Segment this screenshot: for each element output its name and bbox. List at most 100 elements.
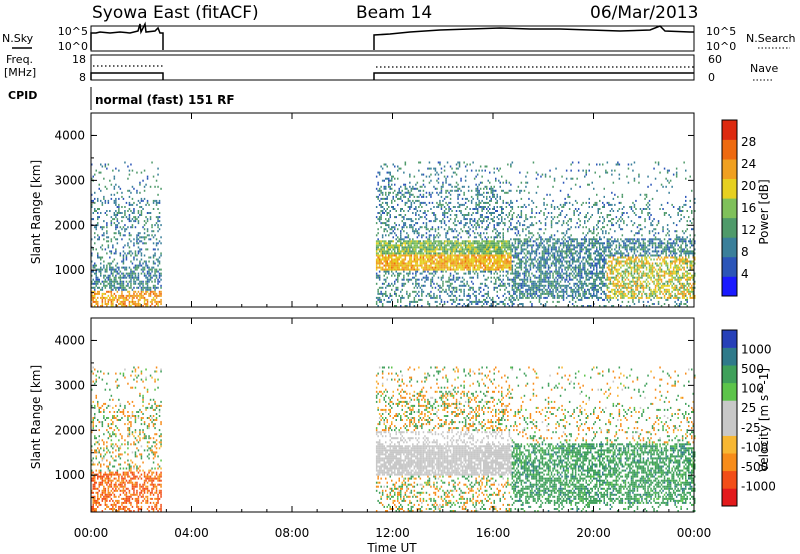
heatmap-cell	[436, 244, 438, 247]
heatmap-cell	[469, 262, 471, 265]
heatmap-cell	[91, 163, 93, 166]
heatmap-cell	[593, 294, 595, 297]
heatmap-cell	[410, 246, 413, 249]
heatmap-cell	[489, 171, 491, 174]
heatmap-cell	[154, 288, 156, 291]
heatmap-cell	[425, 191, 428, 194]
heatmap-cell	[436, 258, 438, 261]
heatmap-cell	[448, 260, 450, 263]
heatmap-cell	[137, 272, 140, 275]
heatmap-cell	[580, 272, 583, 275]
heatmap-cell	[103, 177, 105, 180]
heatmap-cell	[448, 286, 450, 289]
heatmap-cell	[531, 258, 533, 261]
heatmap-cell	[473, 290, 476, 293]
heatmap-cell	[149, 274, 152, 277]
heatmap-cell	[489, 203, 491, 206]
heatmap-cell	[519, 266, 521, 269]
heatmap-cell	[537, 173, 539, 176]
heatmap-cell	[383, 246, 385, 249]
heatmap-cell	[481, 282, 483, 285]
heatmap-cell	[519, 296, 521, 299]
heatmap-cell	[381, 294, 384, 297]
heatmap-cell	[421, 244, 423, 247]
heatmap-cell	[570, 294, 572, 297]
heatmap-cell	[501, 252, 503, 255]
heatmap-cell	[122, 272, 125, 275]
heatmap-cell	[479, 244, 482, 247]
heatmap-cell	[403, 268, 405, 271]
heatmap-cell	[110, 294, 113, 297]
heatmap-cell	[443, 214, 446, 216]
heatmap-cell	[428, 244, 431, 247]
heatmap-cell	[481, 294, 483, 297]
heatmap-cell	[154, 262, 156, 265]
heatmap-cell	[498, 169, 500, 172]
heatmap-cell	[380, 206, 382, 208]
heatmap-cell	[158, 294, 161, 297]
heatmap-cell	[594, 244, 596, 247]
heatmap-cell	[486, 300, 488, 303]
heatmap-cell	[391, 282, 393, 285]
heatmap-cell	[103, 264, 105, 267]
heatmap-cell	[526, 226, 529, 229]
heatmap-cell	[526, 268, 529, 271]
heatmap-cell	[413, 195, 416, 198]
heatmap-cell	[404, 250, 407, 253]
heatmap-cell	[534, 280, 536, 283]
heatmap-cell	[403, 250, 405, 253]
heatmap-cell	[391, 232, 393, 235]
heatmap-cell	[513, 284, 515, 287]
heatmap-cell	[145, 303, 147, 305]
heatmap-cell	[478, 260, 480, 263]
heatmap-cell	[113, 258, 116, 261]
heatmap-cell	[146, 177, 149, 180]
heatmap-cell	[457, 201, 459, 204]
heatmap-cell	[386, 203, 388, 206]
heatmap-cell	[416, 240, 419, 243]
heatmap-cell	[142, 296, 144, 299]
heatmap-cell	[458, 303, 461, 305]
heatmap-cell	[460, 280, 462, 283]
heatmap-cell	[409, 238, 411, 241]
heatmap-cell	[440, 244, 443, 247]
heatmap-cell	[579, 264, 581, 267]
nsky-label: N.Sky	[2, 32, 34, 45]
heatmap-cell	[466, 206, 468, 208]
heatmap-cell	[380, 286, 382, 289]
heatmap-cell	[401, 268, 403, 271]
heatmap-cell	[385, 270, 387, 273]
heatmap-cell	[547, 254, 550, 257]
heatmap-cell	[410, 260, 413, 263]
heatmap-cell	[473, 252, 476, 255]
heatmap-cell	[559, 214, 562, 216]
heatmap-cell	[553, 238, 556, 241]
heatmap-cell	[484, 284, 486, 287]
heatmap-cell	[571, 303, 574, 305]
heatmap-cell	[443, 206, 446, 208]
heatmap-cell	[375, 282, 378, 285]
heatmap-cell	[416, 232, 419, 235]
heatmap-cell	[391, 270, 393, 273]
heatmap-cell	[446, 195, 449, 198]
heatmap-cell	[427, 244, 429, 247]
heatmap-cell	[428, 266, 431, 269]
heatmap-cell	[418, 250, 420, 253]
heatmap-cell	[553, 208, 556, 210]
heatmap-cell	[128, 296, 131, 299]
heatmap-cell	[395, 254, 397, 257]
freq-label-line1: Freq.	[6, 53, 33, 66]
heatmap-cell	[440, 260, 443, 263]
heatmap-cell	[416, 242, 419, 245]
heatmap-cell	[442, 274, 444, 277]
heatmap-cell	[398, 266, 400, 269]
heatmap-cell	[410, 266, 413, 269]
heatmap-cell	[124, 268, 126, 271]
heatmap-cell	[496, 216, 498, 219]
heatmap-cell	[525, 268, 527, 271]
heatmap-cell	[570, 254, 572, 257]
heatmap-cell	[143, 242, 146, 245]
heatmap-cell	[531, 272, 533, 275]
heatmap-cell	[422, 262, 425, 265]
heatmap-cell	[591, 262, 593, 265]
